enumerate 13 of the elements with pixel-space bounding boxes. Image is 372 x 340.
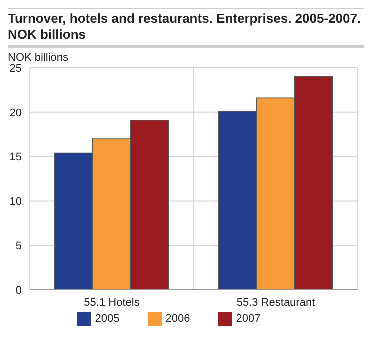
legend-label: 2007 xyxy=(236,312,261,325)
y-tick-label: 20 xyxy=(10,107,22,120)
legend-label: 2006 xyxy=(166,312,190,325)
y-tick-label: 10 xyxy=(10,196,22,208)
y-axis-title: NOK billions xyxy=(8,52,70,64)
y-tick-label: 5 xyxy=(16,240,22,253)
y-tick-label: 0 xyxy=(16,284,22,297)
x-tick-label: 55.3 Restaurant xyxy=(236,296,316,309)
y-tick-label: 25 xyxy=(10,62,22,75)
x-tick-label: 55.1 Hotels xyxy=(84,296,140,309)
chart-title: Turnover, hotels and restaurants. Enterprises. 2005-2007. NOK billions xyxy=(8,8,364,48)
y-tick-label: 15 xyxy=(10,152,22,164)
legend-label: 2005 xyxy=(95,312,120,325)
